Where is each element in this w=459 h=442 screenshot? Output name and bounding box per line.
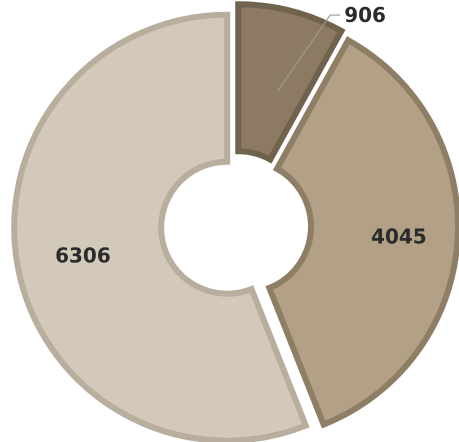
leader-line-906 [277, 14, 341, 92]
slice-6306 [11, 11, 310, 442]
data-label-906: 906 [344, 3, 386, 27]
data-label-6306: 6306 [55, 243, 111, 267]
slice-4045 [265, 36, 459, 429]
data-labels-layer: 906 4045 6306 [55, 3, 427, 267]
leader-lines-layer [277, 14, 341, 92]
slices-layer [11, 1, 459, 442]
slice-906 [235, 1, 346, 164]
data-label-4045: 4045 [371, 224, 427, 248]
